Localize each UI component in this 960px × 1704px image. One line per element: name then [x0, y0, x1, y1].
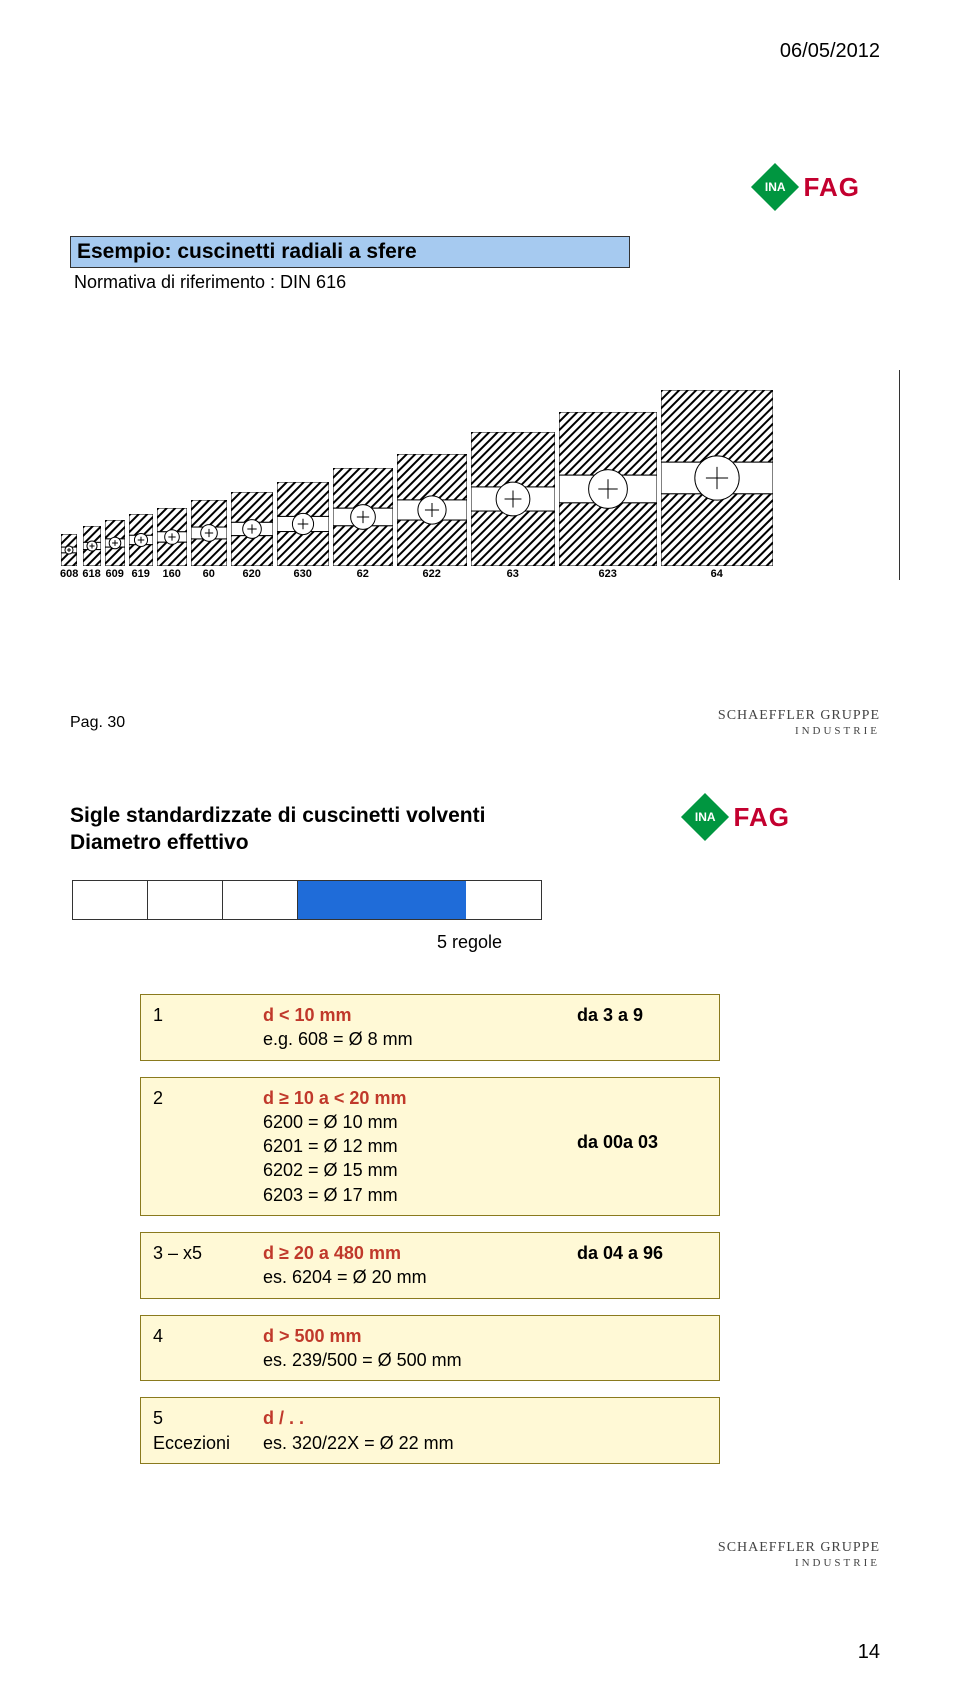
bearing-item: 609 — [105, 520, 125, 580]
regole-label: 5 regole — [437, 932, 502, 953]
bearing-item: 623 — [559, 412, 657, 580]
rule-box: 2d ≥ 10 a < 20 mm6200 = Ø 10 mm6201 = Ø … — [140, 1077, 720, 1216]
schaeffler-mark-bottom: SCHAEFFLER GRUPPE INDUSTRIE — [718, 1540, 880, 1571]
bearing-label: 623 — [599, 568, 617, 580]
rule-box: 1d < 10 mme.g. 608 = Ø 8 mmda 3 a 9 — [140, 994, 720, 1061]
rule-body: d ≥ 20 a 480 mmes. 6204 = Ø 20 mm — [263, 1241, 577, 1290]
bearing-item: 64 — [661, 390, 773, 580]
rule-box: 5Eccezionid / . .es. 320/22X = Ø 22 mm — [140, 1397, 720, 1464]
rule-number: 5Eccezioni — [153, 1406, 263, 1455]
fag-logo-text: FAG — [734, 802, 790, 833]
brand-logo-mid: INA FAG — [688, 800, 790, 834]
bearing-label: 608 — [60, 568, 78, 580]
page-number: 14 — [858, 1641, 880, 1664]
rule-number: 3 – x5 — [153, 1241, 263, 1265]
bearing-label: 620 — [243, 568, 261, 580]
rule-box: 3 – x5d ≥ 20 a 480 mmes. 6204 = Ø 20 mmd… — [140, 1232, 720, 1299]
ina-logo-icon: INA — [681, 793, 729, 841]
bearing-item: 619 — [129, 514, 153, 580]
bearing-item: 618 — [82, 526, 100, 580]
rule-range: da 00a 03 — [577, 1086, 707, 1154]
bearing-item: 630 — [277, 482, 329, 580]
bearing-item: 60 — [191, 500, 227, 580]
rule-range: da 04 a 96 — [577, 1241, 707, 1265]
bearing-label: 619 — [132, 568, 150, 580]
rule-body: d < 10 mme.g. 608 = Ø 8 mm — [263, 1003, 577, 1052]
ina-logo-icon: INA — [751, 163, 799, 211]
bearing-item: 608 — [60, 534, 78, 580]
bearing-label: 64 — [711, 568, 723, 580]
fag-logo-text: FAG — [804, 172, 860, 203]
section1-title: Esempio: cuscinetti radiali a sfere — [70, 236, 630, 268]
bearing-label: 62 — [357, 568, 369, 580]
rule-box: 4d > 500 mmes. 239/500 = Ø 500 mm — [140, 1315, 720, 1382]
page-date: 06/05/2012 — [780, 40, 880, 63]
bearing-label: 622 — [423, 568, 441, 580]
bearing-item: 622 — [397, 454, 467, 580]
page-reference: Pag. 30 — [70, 714, 125, 732]
box-3 — [223, 881, 298, 919]
rule-number: 1 — [153, 1003, 263, 1027]
bearing-item: 160 — [157, 508, 187, 580]
bearing-label: 618 — [82, 568, 100, 580]
bearing-label: 160 — [163, 568, 181, 580]
rule-body: d / . .es. 320/22X = Ø 22 mm — [263, 1406, 577, 1455]
bearing-item: 62 — [333, 468, 393, 580]
box-4-highlight — [298, 881, 466, 919]
box-2 — [148, 881, 223, 919]
bearing-label: 630 — [294, 568, 312, 580]
rule-number: 2 — [153, 1086, 263, 1110]
box-5 — [466, 881, 541, 919]
rule-range: da 3 a 9 — [577, 1003, 707, 1027]
designation-boxes: 5 regole — [72, 880, 542, 953]
brand-logo-top: INA FAG — [758, 170, 860, 204]
rule-body: d ≥ 10 a < 20 mm6200 = Ø 10 mm6201 = Ø 1… — [263, 1086, 577, 1207]
rules-list: 1d < 10 mme.g. 608 = Ø 8 mmda 3 a 92d ≥ … — [140, 994, 720, 1480]
bearing-label: 609 — [106, 568, 124, 580]
rule-number: 4 — [153, 1324, 263, 1348]
box-1 — [73, 881, 148, 919]
bearing-item: 620 — [231, 492, 273, 580]
rule-body: d > 500 mmes. 239/500 = Ø 500 mm — [263, 1324, 577, 1373]
bearing-label: 60 — [203, 568, 215, 580]
bearing-item: 63 — [471, 432, 555, 580]
section2-title: Sigle standardizzate di cuscinetti volve… — [70, 802, 485, 857]
bearing-label: 63 — [507, 568, 519, 580]
bearing-series-diagram: 608 618 609 619 160 60 620 630 62 622 63 623 64 — [60, 370, 900, 580]
section1-subtitle: Normativa di riferimento : DIN 616 — [74, 272, 346, 293]
schaeffler-mark-top: SCHAEFFLER GRUPPE INDUSTRIE — [718, 708, 880, 739]
